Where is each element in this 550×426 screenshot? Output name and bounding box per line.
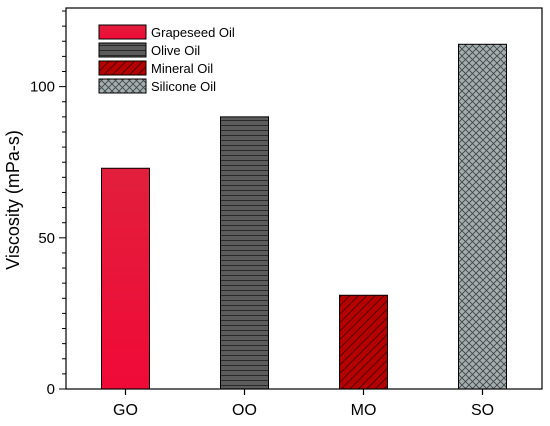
- bar-oo: [220, 116, 269, 390]
- x-tick-label-mo: MO: [351, 402, 377, 419]
- x-axis-ticks: GO OO MO SO: [113, 389, 494, 419]
- y-tick-label: 0: [47, 381, 55, 398]
- axes-group: [65, 7, 543, 390]
- legend-label-so: Silicone Oil: [151, 79, 216, 94]
- legend-label-mo: Mineral Oil: [151, 61, 213, 76]
- y-tick-label: 50: [38, 230, 55, 247]
- legend-label-go: Grapeseed Oil: [151, 25, 235, 40]
- legend-label-oo: Olive Oil: [151, 43, 200, 58]
- y-tick-label: 100: [30, 79, 55, 96]
- x-tick-label-go: GO: [113, 402, 138, 419]
- bar-mo: [339, 294, 388, 390]
- legend-swatch-so: [98, 78, 147, 94]
- y-axis-label: Viscosity (mPa-s): [3, 130, 23, 270]
- y-axis-ticks: 0 50 100: [30, 10, 66, 398]
- legend: Grapeseed Oil Olive Oil Mineral Oil Silicon…: [98, 24, 235, 94]
- legend-swatch-oo: [98, 42, 147, 58]
- legend-swatch-mo: [98, 60, 147, 76]
- bars-group: [101, 43, 507, 390]
- bar-so: [458, 43, 507, 390]
- x-tick-label-so: SO: [471, 402, 494, 419]
- plot-frame: [65, 7, 543, 390]
- legend-swatch-go: [98, 24, 147, 40]
- bar-go: [101, 167, 150, 390]
- x-tick-label-oo: OO: [232, 402, 257, 419]
